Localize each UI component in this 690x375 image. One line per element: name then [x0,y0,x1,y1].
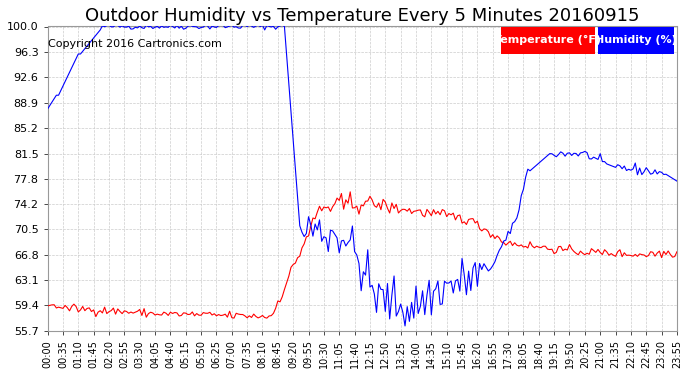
FancyBboxPatch shape [598,27,674,54]
Text: Temperature (°F): Temperature (°F) [495,35,602,45]
Title: Outdoor Humidity vs Temperature Every 5 Minutes 20160915: Outdoor Humidity vs Temperature Every 5 … [85,7,640,25]
Text: Copyright 2016 Cartronics.com: Copyright 2016 Cartronics.com [48,39,222,49]
FancyBboxPatch shape [501,27,595,54]
Text: Humidity (%): Humidity (%) [595,35,677,45]
